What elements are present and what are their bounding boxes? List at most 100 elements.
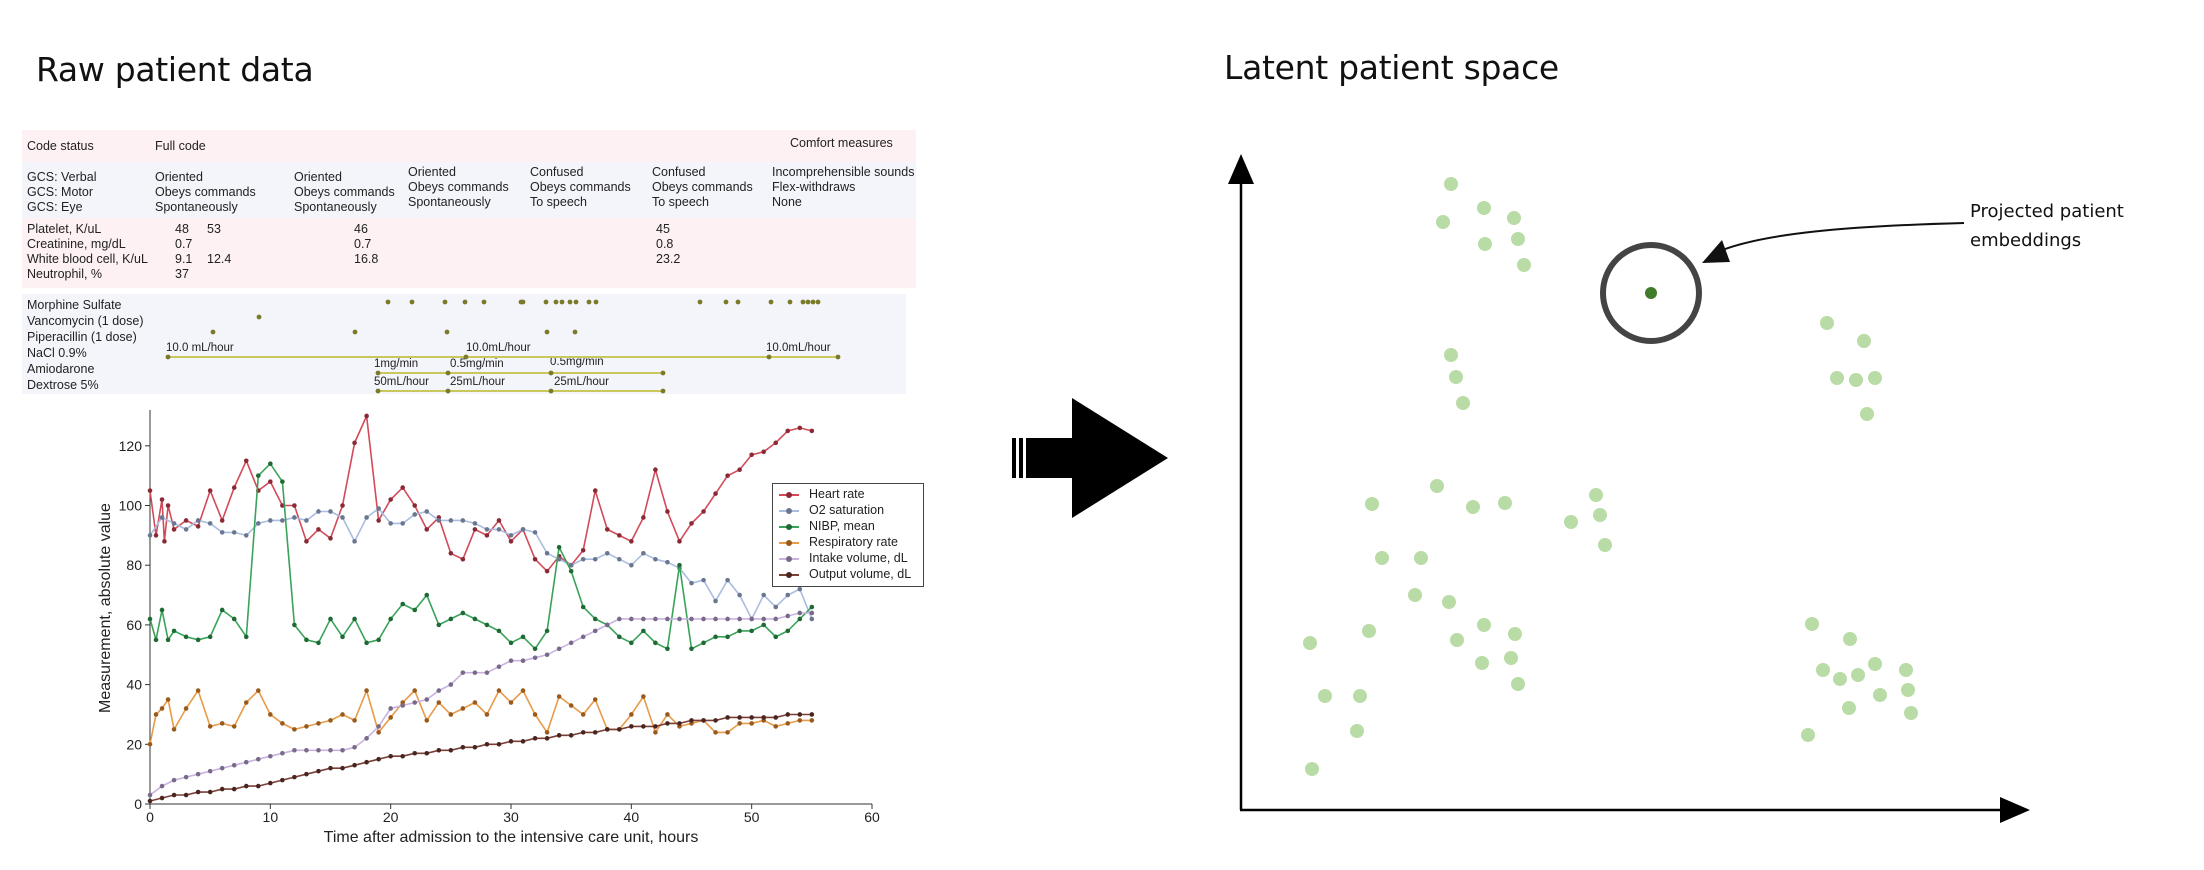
gcs-col3-verbal: Oriented <box>408 165 456 179</box>
data-point <box>665 509 670 514</box>
embedding-point <box>1833 672 1847 686</box>
embedding-point <box>1375 551 1389 565</box>
data-point <box>737 628 742 634</box>
data-point <box>520 739 526 744</box>
data-point <box>472 521 478 526</box>
data-point <box>436 518 442 523</box>
data-point <box>713 730 718 735</box>
data-point <box>665 646 670 652</box>
data-point <box>496 628 502 634</box>
data-point <box>617 533 622 538</box>
data-point <box>677 721 682 726</box>
y-tick-label: 20 <box>126 736 142 752</box>
data-point <box>388 715 393 720</box>
embedding-points <box>1303 177 1918 776</box>
highlight-ring <box>1600 242 1702 344</box>
data-point <box>243 458 249 464</box>
data-point <box>580 730 586 735</box>
med-dose-dot <box>697 299 703 305</box>
data-point <box>749 721 754 726</box>
lab-platelet-d: 45 <box>656 222 670 236</box>
data-point <box>207 521 213 526</box>
embedding-point <box>1444 348 1458 362</box>
data-point <box>689 616 694 622</box>
data-point <box>460 670 466 675</box>
chart-axes <box>149 410 872 805</box>
data-point <box>472 670 478 675</box>
series-line <box>149 413 812 573</box>
lab-creatinine-d: 0.8 <box>656 237 674 251</box>
data-point <box>316 527 321 532</box>
data-point <box>207 634 213 640</box>
x-tick-label: 20 <box>383 809 399 825</box>
embedding-point <box>1873 688 1887 702</box>
data-point <box>665 559 670 565</box>
data-point <box>171 628 177 634</box>
data-point <box>147 533 153 538</box>
embedding-point <box>1805 617 1819 631</box>
data-point <box>207 768 213 774</box>
med-dose-dot <box>573 299 579 305</box>
med-dose-dot <box>723 299 729 305</box>
embedding-point <box>1507 211 1521 225</box>
medication-marks <box>165 299 841 394</box>
data-point <box>568 562 574 568</box>
gcs-col5-motor: Obeys commands <box>652 180 753 194</box>
data-point <box>556 694 562 699</box>
data-point <box>617 634 622 640</box>
data-point <box>761 449 766 455</box>
embedding-point <box>1849 373 1863 387</box>
latent-space-title: Latent patient space <box>1224 48 1559 87</box>
med-dose-dot <box>444 329 450 335</box>
data-point <box>159 795 165 801</box>
embedding-point <box>1362 624 1376 638</box>
data-point <box>689 521 694 526</box>
code-status-band: Code status Full code Comfort measures <box>22 130 916 162</box>
nacl-rate-2: 10.0mL/hour <box>466 342 531 354</box>
data-point <box>604 550 610 556</box>
data-point <box>761 622 766 628</box>
data-point <box>165 503 171 508</box>
lab-platelet-b: 53 <box>207 222 221 236</box>
x-tick-label: 0 <box>146 809 154 825</box>
embedding-point <box>1589 488 1603 502</box>
data-point <box>376 730 381 735</box>
med-label-dextrose: Dextrose 5% <box>27 378 99 392</box>
med-dose-dot <box>442 299 448 305</box>
callout-label: Projected patient embeddings <box>1970 197 2124 255</box>
embedding-point <box>1350 724 1364 738</box>
data-point <box>520 527 526 532</box>
data-point <box>629 712 634 717</box>
lab-wbc-d: 23.2 <box>656 252 681 266</box>
data-point <box>532 646 538 652</box>
data-point <box>785 628 791 634</box>
data-point <box>340 515 345 520</box>
code-status-comfort: Comfort measures <box>790 136 893 150</box>
embedding-point <box>1851 668 1865 682</box>
y-tick-label: 80 <box>126 557 142 573</box>
lab-wbc-b: 12.4 <box>207 252 232 266</box>
data-point <box>352 616 357 622</box>
data-point <box>785 712 791 717</box>
data-point <box>653 467 658 472</box>
data-point <box>472 527 478 532</box>
med-dose-dot <box>572 329 578 335</box>
data-point <box>737 616 742 622</box>
data-point <box>400 521 406 526</box>
data-point <box>484 527 490 532</box>
embedding-point <box>1517 258 1531 272</box>
med-dose-dot <box>520 299 526 305</box>
data-point <box>544 628 550 634</box>
data-point <box>171 777 177 783</box>
data-point <box>653 724 658 729</box>
data-point <box>592 628 598 634</box>
data-point <box>773 715 779 720</box>
data-point <box>364 688 369 693</box>
data-point <box>243 783 249 789</box>
data-point <box>328 536 333 541</box>
data-point <box>207 724 213 729</box>
embedding-point <box>1449 370 1463 384</box>
embedding-point <box>1442 595 1456 609</box>
series-heart <box>147 413 815 574</box>
gcs-col5-verbal: Confused <box>652 165 706 179</box>
